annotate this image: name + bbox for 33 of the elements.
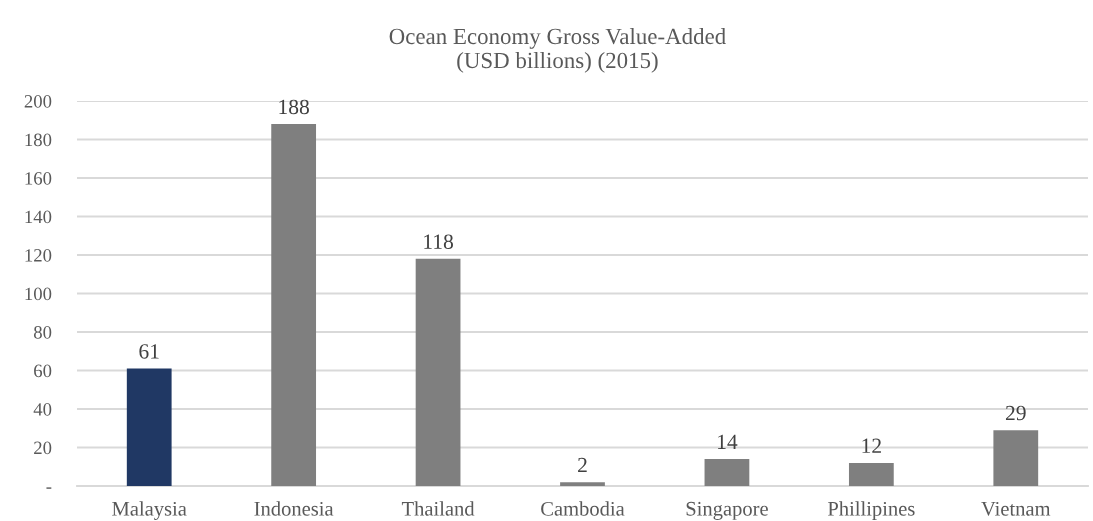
y-tick-label: 40 — [33, 403, 52, 416]
bar — [704, 459, 750, 486]
data-label: 61 — [139, 344, 159, 359]
y-tick-label: 20 — [34, 441, 52, 455]
bar — [271, 124, 317, 486]
x-tick-label: Vietnam — [981, 501, 1051, 516]
data-label: 12 — [862, 438, 881, 453]
y-tick-label: 140 — [25, 210, 52, 224]
data-label: 29 — [1005, 405, 1026, 421]
x-tick-label: Phillipines — [827, 501, 915, 520]
x-tick-label: Malaysia — [112, 501, 187, 520]
bar — [993, 430, 1039, 486]
data-label: 2 — [578, 457, 587, 473]
y-tick-label: 60 — [34, 364, 52, 378]
y-tick-label: - — [46, 487, 52, 489]
x-tick-label: Cambodia — [541, 501, 625, 516]
y-tick-label: 80 — [33, 326, 52, 339]
y-tick-label: 180 — [25, 133, 52, 147]
data-label: 188 — [279, 99, 309, 115]
x-tick-label: Singapore — [686, 501, 768, 520]
data-label: 118 — [424, 234, 453, 249]
chart-title: Ocean Economy Gross Value-Added (USD billions) (2015) — [389, 28, 726, 73]
bar — [126, 368, 172, 486]
bar — [560, 482, 605, 486]
y-tick-label: 160 — [25, 172, 52, 185]
bar — [415, 258, 461, 486]
bar — [848, 462, 894, 486]
y-tick-label: 100 — [25, 287, 52, 301]
y-tick-label: 200 — [24, 95, 52, 108]
y-tick-label: 120 — [25, 249, 52, 262]
x-tick-label: Thailand — [401, 501, 475, 516]
x-tick-label: Indonesia — [254, 501, 334, 516]
data-label: 14 — [718, 434, 738, 449]
